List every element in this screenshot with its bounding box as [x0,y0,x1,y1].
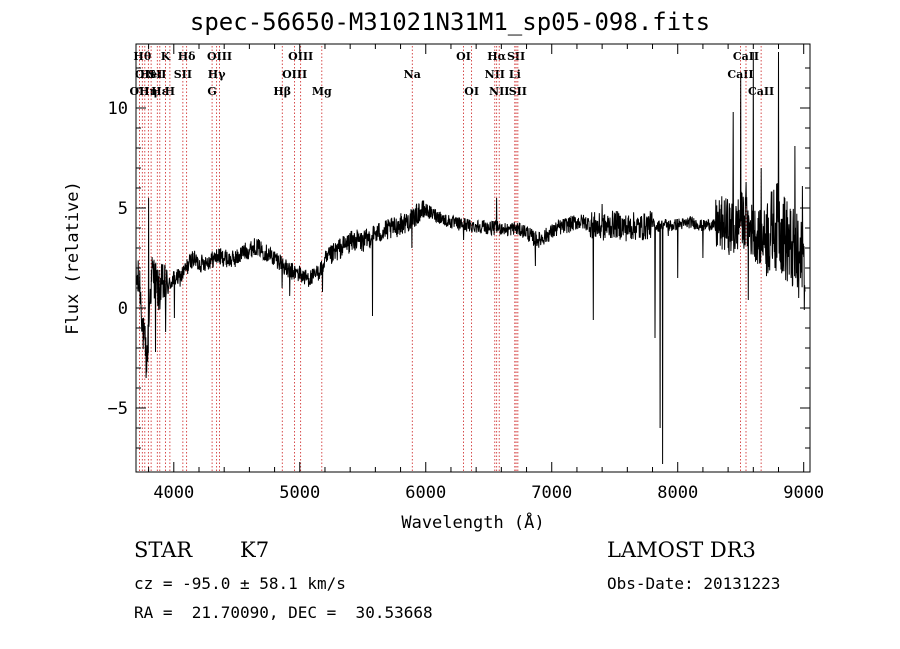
line-marker-label: Mg [312,85,332,98]
line-marker-label: CaII [733,50,759,63]
line-marker-label: CaII [727,68,753,81]
line-marker-label: H [165,85,175,98]
redshift-velocity: cz = -95.0 ± 58.1 km/s [134,574,346,593]
spectrum-group [135,51,806,465]
line-marker-label: Hβ [273,85,291,98]
y-tick-label: −5 [108,399,128,419]
line-marker-label: Hα [487,50,506,63]
line-marker-label: OI [456,50,471,63]
line-marker-label: SII [148,68,166,81]
line-marker-label: HeI [140,68,163,81]
line-marker-label: K [161,50,171,63]
line-marker-label: OIII [207,50,232,63]
line-marker-label: NII [485,68,505,81]
line-marker-label: G [207,85,216,98]
line-marker-label: Na [404,68,421,81]
chart-title: spec-56650-M31021N31M1_sp05-098.fits [189,8,711,36]
x-tick-label: 7000 [531,483,572,503]
x-tick-label: 6000 [405,483,446,503]
y-tick-label: 5 [118,199,128,219]
line-marker-label: Hε [151,85,168,98]
line-marker-label: CaII [748,85,774,98]
ra-dec-coordinates: RA = 21.70090, DEC = 30.53668 [134,603,433,622]
line-marker-label: OI [464,85,479,98]
x-axis-label: Wavelength (Å) [401,511,544,533]
spectrum-line [135,51,806,465]
line-marker-group: OIIHθOIIHηHeISIIHεKHSIIHδGHγOIIIHβOIIIOI… [129,46,774,472]
line-marker-label: OII [135,68,155,81]
y-tick-label: 10 [108,99,128,119]
y-axis-label: Flux (relative) [63,181,83,335]
axis-ticks: 4000 5000 6000 7000 8000 9000 −5 0 5 10 [108,44,824,503]
line-marker-label: Hθ [133,50,151,63]
line-marker-label: SII [507,50,525,63]
line-marker-label: Hη [139,85,157,98]
line-marker-label: Hγ [208,68,226,81]
line-marker-label: OII [129,85,149,98]
object-class: STAR [134,538,193,562]
x-tick-label: 5000 [279,483,320,503]
object-subclass: K7 [240,538,270,562]
x-tick-label: 8000 [657,483,698,503]
observation-date: Obs-Date: 20131223 [607,574,781,593]
survey-name: LAMOST DR3 [607,538,756,562]
line-marker-label: SII [509,85,527,98]
y-tick-label: 0 [118,299,128,319]
line-marker-label: NII [489,85,509,98]
line-marker-label: OIII [288,50,313,63]
x-tick-label: 9000 [783,483,824,503]
line-marker-label: Li [509,68,521,81]
line-marker-label: OIII [282,68,307,81]
line-marker-label: Hδ [178,50,196,63]
line-marker-label: SII [174,68,192,81]
x-tick-label: 4000 [153,483,194,503]
plot-frame [135,43,811,473]
